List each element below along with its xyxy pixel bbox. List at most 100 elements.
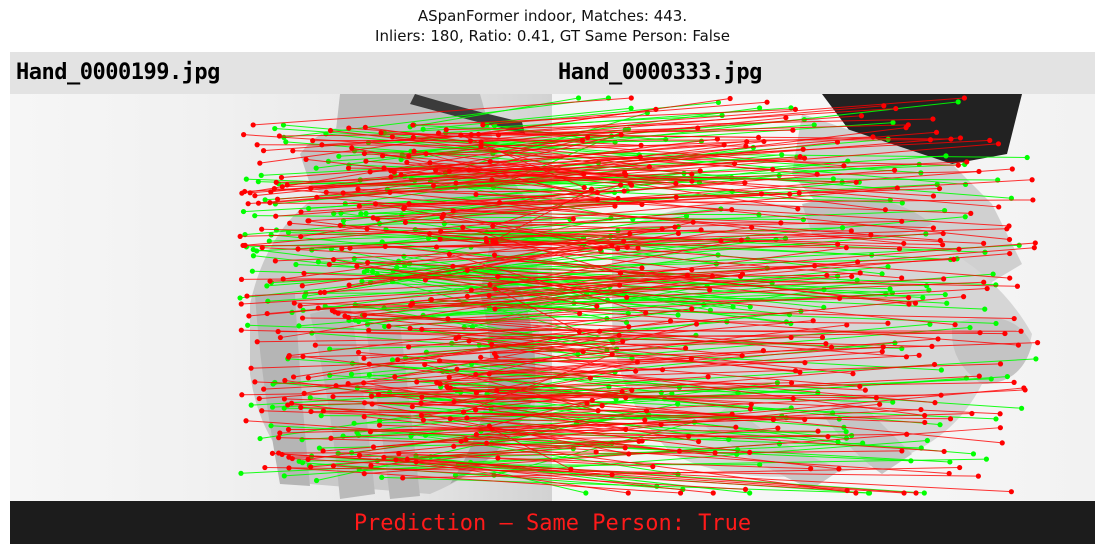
outlier-match-line: [278, 451, 597, 454]
right-image-filename: Hand_0000333.jpg: [558, 60, 762, 85]
outlier-match-line: [403, 208, 934, 229]
inlier-keypoint: [747, 490, 753, 496]
inlier-keypoint: [943, 153, 949, 159]
outlier-match-line: [279, 129, 793, 137]
outlier-keypoint: [961, 95, 967, 101]
prediction-bar: Prediction — Same Person: True: [10, 501, 1095, 544]
outlier-keypoint: [267, 278, 273, 284]
outlier-keypoint: [406, 344, 412, 350]
outlier-match-line: [394, 324, 847, 378]
inlier-match-line: [370, 282, 985, 310]
outlier-keypoint: [464, 293, 470, 299]
outlier-keypoint: [995, 141, 1002, 147]
outlier-keypoint: [853, 179, 859, 185]
outlier-keypoint: [332, 309, 338, 315]
inlier-keypoint: [899, 200, 905, 206]
outlier-keypoint: [298, 233, 304, 240]
outlier-keypoint: [261, 386, 267, 392]
outlier-match-line: [289, 308, 692, 357]
inlier-keypoint: [918, 445, 924, 451]
outlier-keypoint: [369, 401, 375, 407]
outlier-keypoint: [273, 179, 279, 185]
outlier-match-line: [251, 342, 1038, 369]
outlier-match-line: [368, 329, 1022, 332]
outlier-match-line: [440, 238, 902, 279]
inlier-keypoint: [379, 474, 385, 481]
outlier-match-line: [269, 174, 626, 204]
outlier-keypoint: [254, 339, 260, 345]
outlier-match-line: [497, 457, 811, 470]
outlier-match-line: [305, 158, 598, 194]
outlier-match-line: [272, 452, 905, 494]
outlier-keypoint: [312, 342, 318, 348]
outlier-keypoint: [579, 137, 586, 143]
outlier-keypoint: [478, 143, 484, 150]
outlier-keypoint: [252, 193, 258, 199]
outlier-match-line: [408, 296, 964, 348]
outlier-keypoint: [893, 105, 899, 112]
outlier-match-line: [496, 228, 1007, 244]
outlier-keypoint: [463, 436, 469, 443]
outlier-keypoint: [714, 136, 720, 142]
outlier-keypoint: [464, 267, 470, 273]
inlier-keypoint: [970, 451, 977, 457]
prediction-label: Prediction — Same Person: True: [353, 511, 752, 536]
inlier-keypoint: [1018, 405, 1025, 411]
inlier-match-line: [283, 97, 609, 138]
outlier-keypoint: [626, 451, 632, 457]
inlier-keypoint: [248, 402, 254, 408]
outlier-keypoint: [698, 227, 704, 233]
outlier-keypoint: [407, 325, 413, 331]
outlier-keypoint: [355, 186, 361, 192]
outlier-keypoint: [264, 310, 270, 317]
outlier-keypoint: [276, 435, 282, 441]
left-image-filename: Hand_0000199.jpg: [16, 60, 220, 85]
inlier-keypoint: [800, 216, 807, 223]
outlier-keypoint: [1022, 387, 1028, 393]
inlier-keypoint: [962, 214, 968, 220]
outlier-keypoint: [795, 206, 801, 212]
outlier-keypoint: [981, 279, 987, 285]
inlier-keypoint: [938, 367, 944, 373]
outlier-keypoint: [815, 428, 821, 434]
inlier-keypoint: [243, 176, 249, 182]
outlier-match-line: [489, 369, 663, 375]
outlier-keypoint: [853, 490, 859, 496]
outlier-keypoint: [299, 283, 305, 289]
outlier-keypoint: [625, 490, 631, 496]
outlier-keypoint: [355, 349, 362, 355]
outlier-keypoint: [849, 273, 855, 280]
outlier-keypoint: [957, 135, 964, 141]
inlier-keypoint: [628, 105, 634, 111]
inlier-keypoint: [756, 105, 763, 111]
outlier-keypoint: [906, 294, 912, 301]
inlier-keypoint: [947, 459, 953, 465]
outlier-keypoint: [742, 486, 749, 492]
outlier-match-line: [254, 381, 626, 399]
inlier-keypoint: [257, 435, 263, 442]
inlier-keypoint: [811, 122, 817, 128]
outlier-match-line: [270, 138, 718, 193]
outlier-match-line: [246, 258, 954, 297]
outlier-keypoint: [287, 220, 293, 226]
inlier-keypoint: [583, 490, 589, 496]
outlier-match-line: [496, 356, 860, 387]
outlier-keypoint: [490, 238, 496, 244]
outlier-keypoint: [976, 373, 982, 379]
outlier-keypoint: [689, 171, 695, 177]
outlier-keypoint: [1031, 245, 1037, 251]
outlier-keypoint: [862, 387, 868, 393]
outlier-keypoint: [409, 404, 415, 410]
outlier-keypoint: [913, 490, 919, 496]
outlier-match-line: [486, 442, 856, 494]
inlier-keypoint: [396, 258, 402, 264]
outlier-keypoint: [386, 323, 392, 329]
outlier-match-line: [382, 136, 874, 157]
outlier-keypoint: [256, 395, 262, 402]
inlier-keypoint: [993, 320, 999, 327]
outlier-keypoint: [278, 174, 285, 181]
outlier-keypoint: [843, 245, 849, 251]
outlier-keypoint: [291, 300, 297, 306]
outlier-match-line: [304, 334, 620, 394]
outlier-match-line: [421, 328, 854, 375]
